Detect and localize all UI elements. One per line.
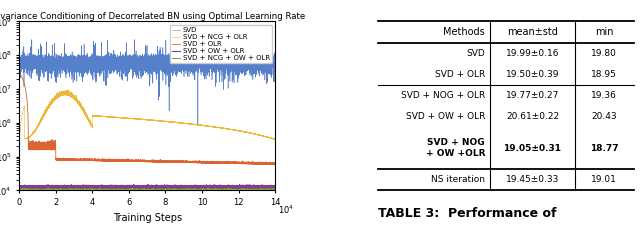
SVD + OW + OLR (74, 184, 81, 187)
Text: SVD: SVD (467, 49, 485, 58)
SVD + OW + OLR (15, 185, 23, 188)
SVD + NCG + OW + OLR (112, 189, 120, 192)
Text: SVD + OLR: SVD + OLR (435, 70, 485, 79)
SVD (246, 61, 254, 64)
Legend: SVD, SVD + NCG + OLR, SVD + OLR, SVD + OW + OLR, SVD + NCG + OW + OLR: SVD, SVD + NCG + OLR, SVD + OLR, SVD + O… (170, 25, 272, 63)
SVD + OLR (15, 71, 23, 74)
Text: SVD + NOG + OLR: SVD + NOG + OLR (401, 91, 485, 100)
X-axis label: Training Steps: Training Steps (113, 213, 182, 223)
SVD (74, 54, 81, 57)
Text: $10^4$: $10^4$ (278, 204, 294, 216)
Line: SVD + NCG + OW + OLR: SVD + NCG + OW + OLR (19, 188, 275, 193)
SVD (249, 37, 257, 40)
SVD + OW + OLR (271, 186, 279, 189)
Text: 19.45±0.33: 19.45±0.33 (506, 175, 559, 184)
SVD + NCG + OW + OLR (75, 189, 83, 192)
SVD + OLR (56, 159, 63, 161)
SVD + OLR (271, 163, 279, 165)
SVD + NCG + OW + OLR (240, 191, 248, 194)
SVD (73, 59, 81, 62)
Text: 19.05±0.31: 19.05±0.31 (504, 144, 561, 153)
SVD + OW + OLR (75, 186, 83, 189)
Text: 19.80: 19.80 (591, 49, 617, 58)
Text: NS iteration: NS iteration (431, 175, 485, 184)
SVD (75, 64, 83, 67)
SVD + NCG + OLR (64, 89, 72, 91)
Text: 19.36: 19.36 (591, 91, 617, 100)
Text: 19.99±0.16: 19.99±0.16 (506, 49, 559, 58)
SVD + OLR (112, 160, 120, 163)
Text: 19.50±0.39: 19.50±0.39 (506, 70, 559, 79)
Line: SVD + OW + OLR: SVD + OW + OLR (19, 184, 275, 190)
SVD + OW + OLR (112, 185, 120, 188)
Text: 18.95: 18.95 (591, 70, 617, 79)
Text: 20.43: 20.43 (591, 112, 617, 121)
SVD (271, 60, 279, 63)
Title: Covariance Conditioning of Decorrelated BN using Optimal Learning Rate: Covariance Conditioning of Decorrelated … (0, 12, 305, 21)
SVD + OW + OLR (261, 189, 269, 192)
Line: SVD: SVD (19, 38, 275, 124)
SVD (15, 59, 23, 62)
SVD (112, 66, 120, 69)
SVD + NCG + OW + OLR (56, 189, 63, 192)
Text: SVD + OW + OLR: SVD + OW + OLR (406, 112, 485, 121)
SVD + NCG + OLR (112, 116, 120, 119)
Text: 18.77: 18.77 (590, 144, 618, 153)
SVD (194, 122, 202, 125)
Text: TABLE 3:  Performance of: TABLE 3: Performance of (378, 207, 556, 220)
SVD + OLR (246, 162, 254, 165)
SVD + OW + OLR (73, 188, 81, 191)
SVD + NCG + OW + OLR (73, 189, 81, 192)
SVD + OLR (271, 163, 278, 166)
Text: 19.01: 19.01 (591, 175, 617, 184)
Text: 19.77±0.27: 19.77±0.27 (506, 91, 559, 100)
SVD + NCG + OLR (73, 101, 81, 104)
Text: 20.61±0.22: 20.61±0.22 (506, 112, 559, 121)
SVD + NCG + OLR (271, 138, 279, 141)
SVD + NCG + OW + OLR (45, 187, 52, 190)
SVD + OLR (73, 159, 81, 161)
Text: min: min (595, 27, 613, 37)
SVD + NCG + OLR (74, 101, 81, 104)
SVD + OW + OLR (130, 183, 138, 186)
SVD + NCG + OLR (75, 103, 83, 106)
Text: mean±std: mean±std (507, 27, 558, 37)
Text: Methods: Methods (444, 27, 485, 37)
Line: SVD + OLR: SVD + OLR (19, 72, 275, 164)
SVD + OW + OLR (56, 186, 63, 189)
SVD + OLR (75, 159, 83, 161)
SVD + NCG + OLR (246, 131, 254, 134)
SVD + NCG + OW + OLR (271, 189, 279, 192)
SVD + OW + OLR (246, 187, 254, 190)
SVD + NCG + OLR (15, 172, 23, 175)
Line: SVD + NCG + OLR: SVD + NCG + OLR (19, 90, 275, 174)
Text: SVD + NOG
+ OW +OLR: SVD + NOG + OW +OLR (426, 139, 485, 158)
SVD + NCG + OW + OLR (246, 189, 254, 192)
SVD (56, 62, 63, 65)
SVD + OLR (74, 159, 81, 162)
SVD + NCG + OW + OLR (74, 189, 81, 192)
SVD + NCG + OLR (56, 95, 63, 98)
SVD + NCG + OW + OLR (15, 188, 23, 191)
